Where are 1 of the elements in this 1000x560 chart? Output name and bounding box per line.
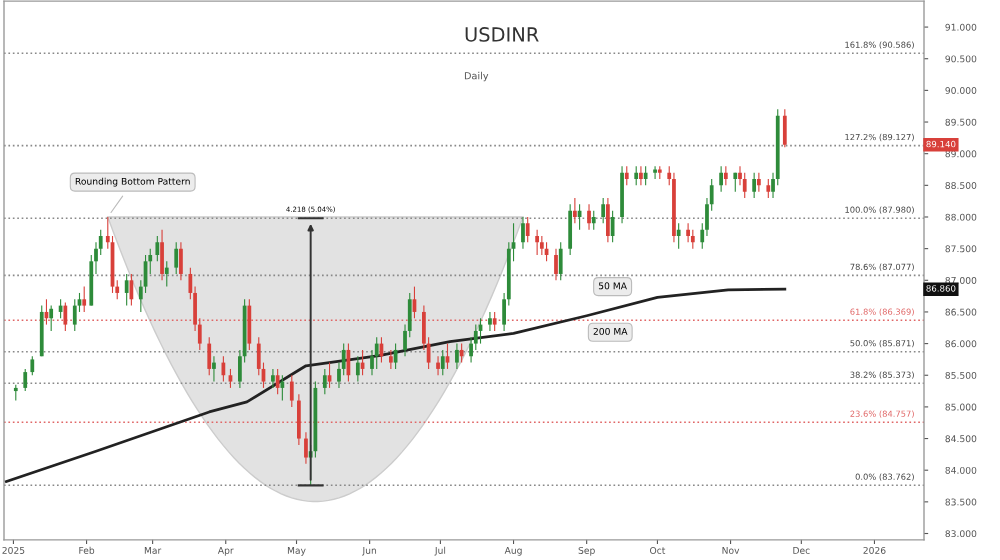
text: USDINR <box>465 27 539 42</box>
